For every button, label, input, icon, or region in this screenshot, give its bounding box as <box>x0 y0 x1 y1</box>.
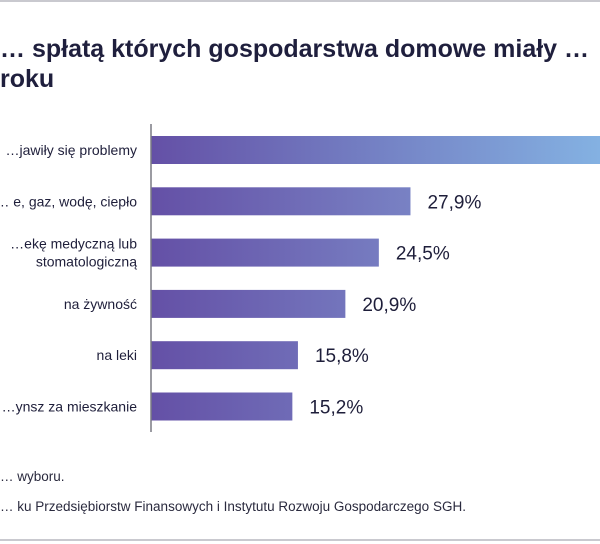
bar-chart: …jawiły się problemy … e, gaz, wodę, ciep… <box>0 124 600 432</box>
category-label-5: …ynsz za mieszkanie <box>2 399 138 415</box>
value-label-5: 15,2% <box>309 398 363 419</box>
category-label-3: na żywność <box>64 296 137 312</box>
chart-source: … ku Przedsiębiorstw Finansowych i Insty… <box>0 499 466 514</box>
bottom-rule <box>0 539 600 541</box>
bar-0 <box>151 136 600 164</box>
category-label-2-line-0: …ekę medyczną lub <box>10 236 137 252</box>
value-label-4: 15,8% <box>315 346 369 367</box>
category-label-0: …jawiły się problemy <box>6 142 137 158</box>
category-label-4: na leki <box>97 347 137 363</box>
category-label-2-line-1: stomatologiczną <box>36 254 137 270</box>
chart-title-line-2: roku <box>0 65 55 93</box>
bar-5 <box>151 392 293 421</box>
chart-footnote: … wyboru. <box>0 469 65 484</box>
chart-title: … spłatą których gospodarstwa domowe mia… <box>0 34 600 94</box>
chart-title-line-1: … spłatą których gospodarstwa domowe mia… <box>0 35 590 63</box>
top-rule <box>0 0 600 2</box>
value-label-1: 27,9% <box>427 192 481 213</box>
bar-4 <box>151 341 298 370</box>
bar-2 <box>151 238 379 267</box>
bar-3 <box>151 289 346 318</box>
value-label-2: 24,5% <box>396 244 450 265</box>
bar-1 <box>151 187 411 216</box>
value-label-3: 20,9% <box>362 295 416 316</box>
category-label-1: … e, gaz, wodę, ciepło <box>0 193 137 209</box>
